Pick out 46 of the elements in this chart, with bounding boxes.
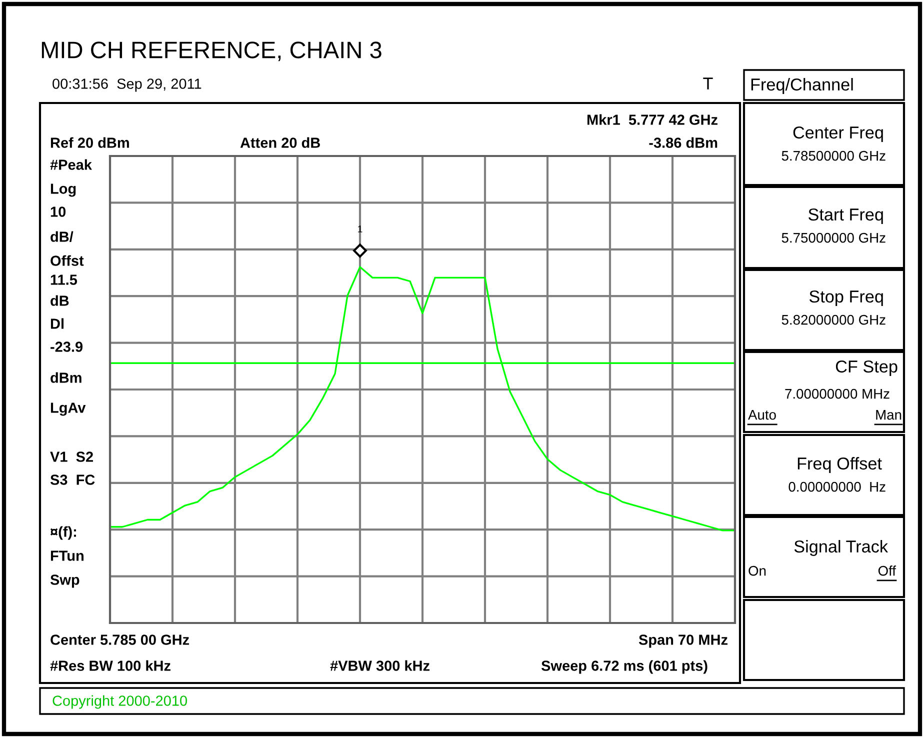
text: #Peak: [50, 159, 92, 170]
text: Atten 20 dB: [240, 137, 320, 148]
text: Off: [878, 566, 896, 576]
text: T: [703, 78, 713, 90]
text: dB/: [50, 231, 74, 242]
text: Center 5.785 00 GHz: [50, 634, 190, 645]
text: V1 S2: [50, 452, 93, 462]
text: #Res BW 100 kHz: [50, 660, 170, 671]
text: Man: [876, 410, 902, 420]
text: Auto: [748, 410, 776, 420]
text: Sweep 6.72 ms (601 pts): [541, 660, 708, 674]
text: Center Freq: [793, 126, 883, 142]
text: #VBW 300 kHz: [330, 660, 430, 671]
text: -23.9: [50, 342, 83, 352]
text: LgAv: [50, 402, 86, 416]
text: Stop Freq: [809, 290, 883, 306]
text: 5.82000000 GHz: [782, 314, 886, 325]
text: Dl: [50, 318, 64, 329]
text: Copyright 2000-2010: [52, 695, 187, 709]
text: Ref 20 dBm: [50, 137, 129, 148]
text: -3.86 dBm: [649, 137, 718, 148]
text: 1: [358, 226, 362, 232]
text: ¤(f):: [50, 526, 76, 540]
text: Signal Track: [794, 540, 888, 556]
text: Mkr1 5.777 42 GHz: [587, 114, 718, 125]
text: Span 70 MHz: [638, 634, 728, 648]
text: 10: [50, 206, 66, 217]
text: 0.00000000 Hz: [788, 482, 886, 492]
text: Freq/Channel: [751, 78, 853, 94]
text: On: [748, 566, 766, 576]
chart-title: MID CH REFERENCE, CHAIN 3: [42, 42, 382, 62]
text: FTun: [50, 550, 84, 561]
text: 7.00000000 MHz: [785, 388, 890, 399]
text: 5.78500000 GHz: [782, 150, 886, 161]
text: dB: [50, 295, 69, 306]
text: CF Step: [836, 360, 898, 376]
text: Log: [50, 184, 76, 197]
text: Swp: [50, 574, 80, 588]
text: 11.5: [50, 274, 78, 285]
text: dBm: [50, 372, 82, 383]
text: Freq Offset: [798, 457, 882, 473]
text: Start Freq: [808, 208, 883, 224]
text: 5.75000000 GHz: [782, 232, 886, 243]
text: 00:31:56 Sep 29, 2011: [52, 78, 202, 92]
text: S3 FC: [50, 474, 95, 485]
text: Offst: [50, 255, 84, 266]
